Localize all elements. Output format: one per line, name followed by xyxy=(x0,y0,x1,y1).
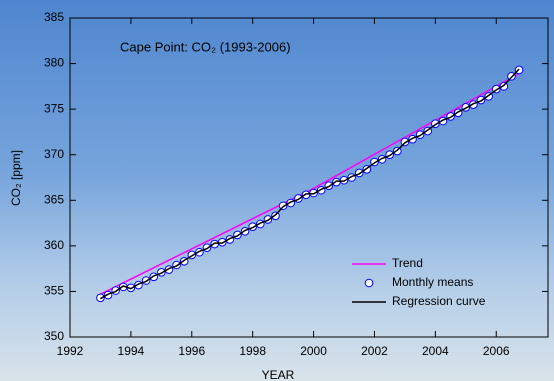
data-point xyxy=(172,260,181,270)
data-point xyxy=(210,239,219,249)
x-tick-label: 2004 xyxy=(422,344,449,358)
y-tick-label: 355 xyxy=(44,284,64,298)
legend-label: Trend xyxy=(392,256,423,270)
x-tick-label: 1996 xyxy=(178,344,205,358)
plot-frame xyxy=(69,17,549,338)
x-tick-label: 2000 xyxy=(300,344,327,358)
y-tick-label: 360 xyxy=(44,238,64,252)
x-tick-label: 2006 xyxy=(483,344,510,358)
series-line xyxy=(100,68,520,300)
y-tick-label: 370 xyxy=(44,147,64,161)
legend-label: Monthly means xyxy=(392,275,473,289)
y-tick-label: 350 xyxy=(44,329,64,343)
y-tick-label: 385 xyxy=(44,10,64,24)
x-tick-label: 1994 xyxy=(118,344,145,358)
series-line xyxy=(100,70,524,295)
legend-label: Regression curve xyxy=(392,294,486,308)
y-axis-title: CO₂ [ppm] xyxy=(9,150,23,206)
chart-title: Cape Point: CO₂ (1993-2006) xyxy=(120,39,291,54)
x-tick-label: 1992 xyxy=(57,344,84,358)
x-axis-title: YEAR xyxy=(262,368,295,381)
y-tick-label: 365 xyxy=(44,192,64,206)
y-tick-label: 380 xyxy=(44,56,64,70)
legend-marker xyxy=(364,278,374,288)
data-point xyxy=(332,177,341,187)
y-tick-label: 375 xyxy=(44,101,64,115)
data-point xyxy=(309,188,318,198)
x-tick-label: 1998 xyxy=(239,344,266,358)
x-tick-label: 2002 xyxy=(361,344,388,358)
